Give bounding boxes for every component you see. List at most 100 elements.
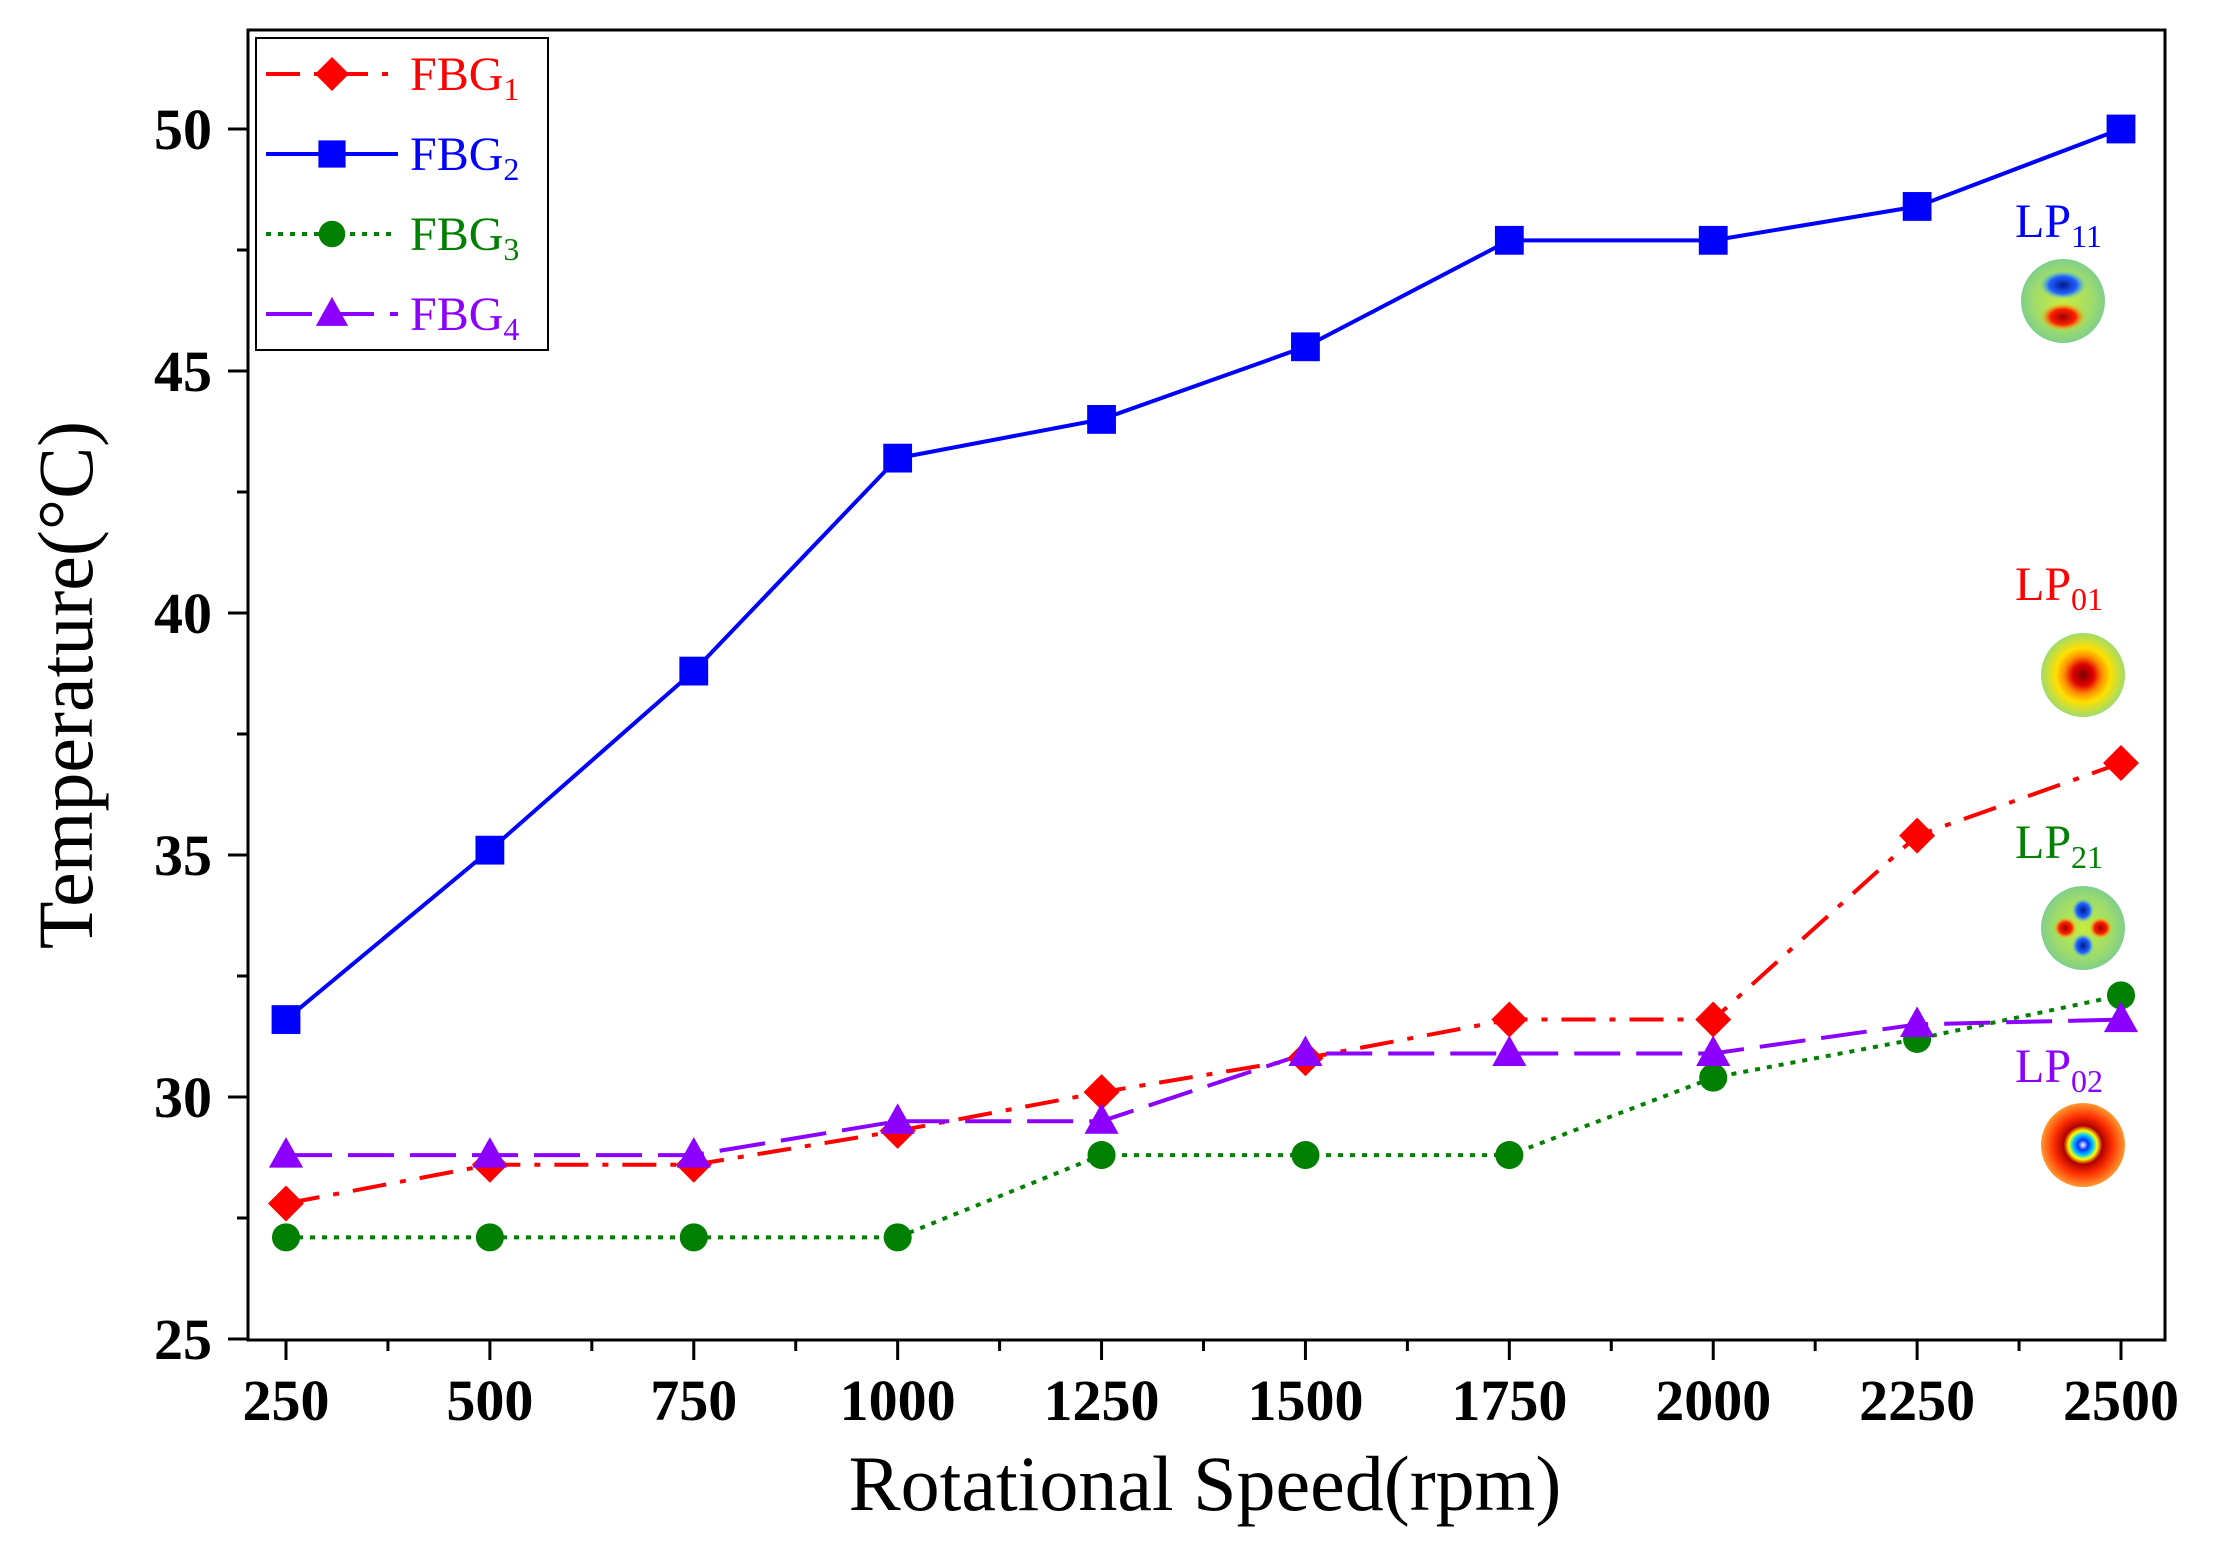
data-point-fbg1 xyxy=(268,1185,304,1222)
data-point-fbg4 xyxy=(1288,1035,1323,1067)
x-tick-label: 1750 xyxy=(1451,1368,1567,1433)
y-axis: 25 30 35 40 45 50 xyxy=(154,97,248,1372)
legend-label-base: FBG xyxy=(410,208,503,261)
data-point-fbg3 xyxy=(475,1223,504,1252)
data-point-fbg2 xyxy=(679,656,709,686)
legend-label-subscript: 4 xyxy=(503,311,519,347)
data-point-fbg2 xyxy=(1698,225,1728,255)
mode-pattern-lp21 xyxy=(2041,886,2125,970)
legend-label-fbg1: FBG1 xyxy=(410,48,519,107)
mode-lobe xyxy=(2039,302,2087,332)
data-point-fbg2 xyxy=(475,835,505,865)
legend-marker-fbg3 xyxy=(318,220,346,248)
data-point-fbg3 xyxy=(271,1223,301,1252)
legend-label-fbg2: FBG2 xyxy=(410,128,519,187)
mode-pattern-lp02 xyxy=(2041,1103,2125,1187)
x-tick-label: 500 xyxy=(446,1368,533,1433)
series-line-fbg4 xyxy=(286,1017,2122,1158)
data-point-fbg4 xyxy=(268,1137,304,1168)
x-tick-label: 1000 xyxy=(840,1368,956,1433)
data-point-fbg1 xyxy=(1491,1001,1528,1038)
legend-label-subscript: 1 xyxy=(503,71,519,107)
mode-lobe xyxy=(2053,917,2078,939)
mode-label-lp02: LP02 xyxy=(2015,1040,2103,1099)
mode-label-subscript: 01 xyxy=(2071,581,2103,617)
mode-label-subscript: 21 xyxy=(2071,839,2103,875)
data-point-fbg4 xyxy=(2103,1001,2139,1033)
y-tick-label: 30 xyxy=(154,1065,212,1130)
series-line-fbg1 xyxy=(285,761,2122,1206)
mode-field xyxy=(2041,886,2125,970)
y-tick-label: 45 xyxy=(154,339,212,404)
series-markers xyxy=(268,114,2139,1252)
data-point-fbg3 xyxy=(1495,1141,1524,1170)
data-point-fbg3 xyxy=(1087,1141,1116,1170)
legend-marker-fbg2 xyxy=(318,140,346,168)
legend-label-subscript: 3 xyxy=(503,231,519,267)
x-tick-label: 2000 xyxy=(1655,1368,1771,1433)
data-point-fbg1 xyxy=(1695,1001,1732,1038)
data-point-fbg3 xyxy=(2106,981,2136,1010)
mode-label-lp21: LP21 xyxy=(2015,816,2103,875)
data-point-fbg2 xyxy=(1494,225,1524,255)
data-point-fbg4 xyxy=(1696,1035,1731,1067)
mode-label-subscript: 02 xyxy=(2071,1063,2103,1099)
legend-label-subscript: 2 xyxy=(503,151,519,187)
y-tick-label: 35 xyxy=(154,823,212,888)
data-point-fbg1 xyxy=(2103,745,2139,782)
mode-label-lp01: LP01 xyxy=(2015,558,2103,617)
mode-label-lp11: LP11 xyxy=(2015,195,2102,254)
legend-marker-fbg1 xyxy=(315,57,349,91)
legend-label-base: FBG xyxy=(410,288,503,341)
x-tick-label: 750 xyxy=(650,1368,737,1433)
data-point-fbg2 xyxy=(2106,114,2136,144)
plot-frame xyxy=(246,28,2167,1342)
mode-pattern-lp11 xyxy=(2021,259,2105,343)
mode-label-base: LP xyxy=(2015,195,2071,248)
data-point-fbg3 xyxy=(679,1223,708,1252)
data-point-fbg1 xyxy=(1083,1074,1120,1111)
data-point-fbg4 xyxy=(880,1103,915,1134)
series-line-fbg3 xyxy=(286,993,2122,1240)
y-tick-label: 25 xyxy=(154,1307,212,1372)
mode-lobe xyxy=(2088,917,2113,939)
data-point-fbg2 xyxy=(1291,332,1320,362)
x-tick-label: 2250 xyxy=(1859,1368,1975,1433)
legend-marker-fbg4 xyxy=(315,297,349,326)
x-tick-label: 1500 xyxy=(1247,1368,1363,1433)
data-point-fbg4 xyxy=(1900,1006,1935,1037)
data-point-fbg2 xyxy=(1087,405,1116,434)
y-tick-label: 40 xyxy=(154,581,212,646)
x-tick-label: 1250 xyxy=(1044,1368,1160,1433)
data-point-fbg3 xyxy=(883,1223,912,1252)
mode-label-base: LP xyxy=(2015,816,2071,869)
data-point-fbg4 xyxy=(1492,1035,1527,1067)
x-axis-title: Rotational Speed(rpm) xyxy=(849,1440,1562,1527)
x-tick-label: 2500 xyxy=(2063,1368,2179,1433)
x-axis: 250 500 750 1000 1250 1500 1750 2000 2250 2500 xyxy=(243,1340,2179,1433)
mode-field xyxy=(2041,633,2125,717)
mode-lobe xyxy=(2072,898,2094,923)
data-point-fbg3 xyxy=(1699,1063,1728,1092)
mode-label-base: LP xyxy=(2015,1040,2071,1093)
series-line-fbg2 xyxy=(284,127,2122,1022)
data-point-fbg4 xyxy=(472,1137,507,1168)
y-tick-label: 50 xyxy=(154,97,212,162)
series-lines xyxy=(284,127,2122,1240)
legend-label-fbg3: FBG3 xyxy=(410,208,519,267)
y-axis-title: Temperature(°C) xyxy=(22,421,109,949)
mode-label-base: LP xyxy=(2015,558,2071,611)
x-tick-label: 250 xyxy=(243,1368,330,1433)
data-point-fbg2 xyxy=(271,1005,301,1034)
mode-pattern-lp01 xyxy=(2041,633,2125,717)
legend-box xyxy=(255,37,549,351)
data-point-fbg4 xyxy=(1084,1103,1119,1134)
legend-label-base: FBG xyxy=(410,128,503,181)
data-point-fbg2 xyxy=(883,443,913,473)
mode-lobe xyxy=(2072,933,2094,958)
mode-lobe xyxy=(2039,270,2087,300)
data-point-fbg3 xyxy=(1291,1141,1320,1170)
mode-label-subscript: 11 xyxy=(2071,218,2102,254)
